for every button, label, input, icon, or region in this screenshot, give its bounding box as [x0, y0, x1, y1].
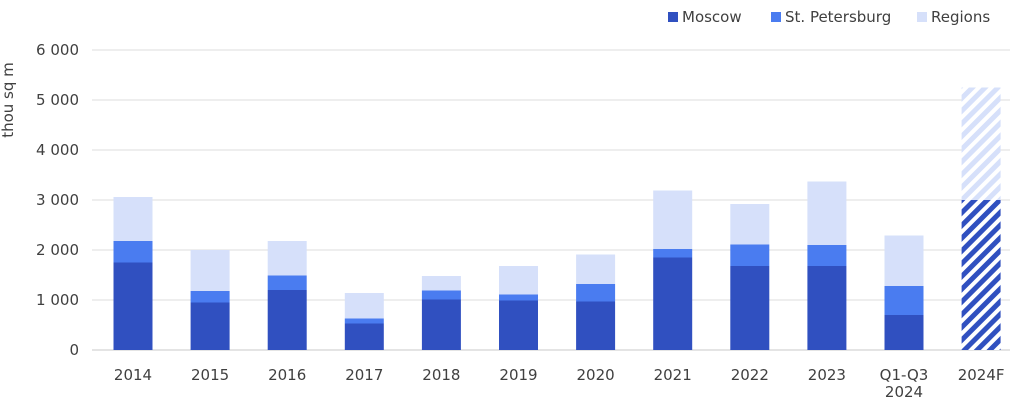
y-tick-label: 3 000 — [36, 191, 79, 209]
bar-segment-st-petersburg — [344, 318, 384, 324]
legend-swatch — [771, 12, 781, 22]
bar-segment-moscow — [267, 290, 307, 350]
y-tick-label: 0 — [69, 341, 79, 359]
y-axis-ticks: 0 1 000 2 000 3 000 4 000 5 000 6 000 — [36, 41, 79, 359]
legend: Moscow St. Petersburg Regions — [668, 8, 990, 26]
bars — [113, 87, 1001, 350]
bar-segment-moscow — [190, 302, 230, 350]
bar-segment-moscow — [730, 266, 770, 350]
x-tick-label: Q1-Q3 2024 — [880, 366, 929, 401]
bar-segment-moscow — [884, 315, 924, 350]
bar-segment-st-petersburg — [190, 291, 230, 303]
x-tick-label: 2014 — [114, 366, 152, 384]
forecast-bar-segment — [961, 200, 1001, 350]
legend-label: Moscow — [682, 8, 742, 26]
x-tick-label: 2023 — [808, 366, 846, 384]
legend-item: Moscow — [668, 8, 742, 26]
forecast-bar-segment — [961, 87, 1001, 200]
legend-label: Regions — [931, 8, 990, 26]
bar-segment-moscow — [344, 323, 384, 350]
bar-segment-regions — [499, 266, 538, 295]
x-tick-label: 2020 — [577, 366, 615, 384]
x-tick-label: 2024F — [958, 366, 1005, 384]
bar-segment-regions — [113, 197, 153, 241]
y-tick-label: 1 000 — [36, 291, 79, 309]
bar-segment-regions — [807, 181, 847, 245]
gridlines — [92, 49, 1010, 351]
bar-segment-regions — [344, 293, 384, 319]
legend-item: Regions — [917, 8, 990, 26]
bar-segment-moscow — [653, 257, 693, 350]
bar-segment-st-petersburg — [267, 275, 307, 290]
bar-segment-st-petersburg — [576, 284, 616, 302]
x-tick-label: 2017 — [345, 366, 383, 384]
y-tick-label: 2 000 — [36, 241, 79, 259]
bar-segment-moscow — [113, 262, 153, 350]
bar-segment-moscow — [807, 266, 847, 350]
bar-segment-moscow — [576, 301, 616, 350]
bar-segment-st-petersburg — [653, 249, 693, 258]
bar-segment-st-petersburg — [807, 245, 847, 266]
x-tick-label: 2016 — [268, 366, 306, 384]
bar-segment-regions — [190, 250, 230, 291]
bar-segment-st-petersburg — [421, 290, 461, 300]
x-tick-label: 2019 — [499, 366, 537, 384]
bar-segment-regions — [576, 254, 616, 284]
legend-swatch — [668, 12, 678, 22]
bar-segment-moscow — [499, 300, 538, 350]
bar-segment-st-petersburg — [499, 294, 538, 301]
y-axis-title: thou sq m — [0, 62, 17, 138]
legend-item: St. Petersburg — [771, 8, 891, 26]
x-tick-label: 2022 — [731, 366, 769, 384]
x-tick-label: 2015 — [191, 366, 229, 384]
bar-segment-regions — [421, 276, 461, 291]
bar-segment-regions — [653, 190, 693, 249]
bar-segment-regions — [267, 241, 307, 276]
bar-segment-st-petersburg — [113, 241, 153, 263]
legend-swatch — [917, 12, 927, 22]
y-tick-label: 6 000 — [36, 41, 79, 59]
bar-segment-st-petersburg — [730, 244, 770, 266]
x-tick-label: 2021 — [654, 366, 692, 384]
x-axis-ticks: 2014 2015 2016 2017 2018 2019 2020 2021 2022 2023… — [114, 366, 1005, 401]
bar-segment-regions — [884, 235, 924, 286]
y-tick-label: 4 000 — [36, 141, 79, 159]
x-tick-label: 2018 — [422, 366, 460, 384]
legend-label: St. Petersburg — [785, 8, 891, 26]
y-tick-label: 5 000 — [36, 91, 79, 109]
bar-segment-regions — [730, 204, 770, 245]
bar-segment-moscow — [421, 299, 461, 350]
bar-segment-st-petersburg — [884, 286, 924, 315]
